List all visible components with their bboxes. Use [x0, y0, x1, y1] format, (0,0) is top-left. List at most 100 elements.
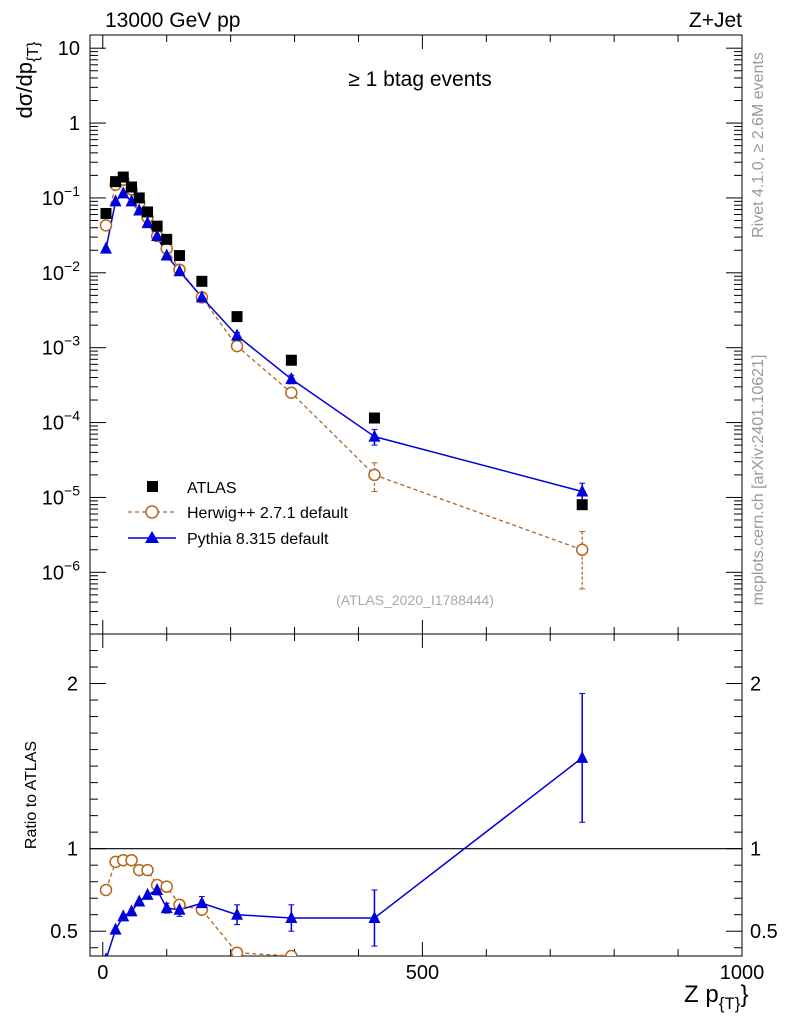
- rivet-version-label: Rivet 4.1.0, ≥ 2.6M events: [750, 52, 767, 238]
- pythia-ratio-line: [106, 757, 583, 956]
- pythia-point: [109, 194, 122, 207]
- ratio-tick-label-left: 0.5: [50, 921, 78, 943]
- header-energy-label: 13000 GeV pp: [105, 9, 240, 32]
- herwig-ratio-point: [141, 863, 154, 877]
- pythia-point: [160, 248, 173, 261]
- herwig-ratio-point: [230, 946, 244, 956]
- legend-pythia-label: Pythia 8.315 default: [187, 531, 329, 548]
- pythia-point: [285, 372, 298, 385]
- axes-ticks: 0 500 1000 10−6 10−5 10−4 10−3 10−2 10−1 1 10 0.5 0.…: [42, 35, 778, 984]
- atlas-point: [285, 354, 297, 366]
- atlas-point: [231, 311, 243, 323]
- plot-data: [99, 171, 589, 991]
- herwig-point: [285, 386, 298, 400]
- pythia-ratio-point: [231, 907, 244, 920]
- ratio-tick-label-left: 1: [67, 839, 78, 861]
- y-tick-label: 10−6: [42, 557, 80, 584]
- pythia-ratio-point: [195, 896, 208, 909]
- atlas-point: [126, 181, 138, 193]
- ratio-tick-label-right: 2: [750, 674, 761, 696]
- atlas-point: [133, 192, 145, 204]
- plot-title: ≥ 1 btag events: [348, 68, 491, 91]
- pythia-point: [117, 186, 130, 199]
- header-process-label: Z+Jet: [689, 9, 742, 32]
- pythia-ratio-point: [285, 911, 298, 924]
- main-y-axis-label-main: dσ/dp: [12, 62, 37, 118]
- main-panel-data: [99, 171, 589, 590]
- ratio-panel-data: [99, 692, 589, 991]
- pythia-ratio-point: [368, 911, 381, 924]
- herwig-point: [368, 468, 381, 482]
- atlas-point: [576, 499, 588, 511]
- pythia-ratio-point: [151, 882, 164, 895]
- legend-herwig-marker: [145, 505, 159, 519]
- y-tick-label: 10−3: [42, 333, 80, 360]
- pythia-ratio-point: [125, 904, 138, 917]
- pythia-point: [195, 290, 208, 303]
- atlas-point: [110, 176, 122, 188]
- herwig-point: [230, 339, 244, 353]
- pythia-point: [576, 484, 589, 497]
- herwig-ratio-point: [577, 967, 588, 978]
- pythia-point: [368, 429, 381, 442]
- ratio-tick-label-left: 2: [67, 674, 78, 696]
- atlas-point: [117, 171, 129, 183]
- pythia-ratio-point: [173, 902, 186, 915]
- analysis-label: (ATLAS_2020_I1788444): [336, 592, 494, 608]
- atlas-point: [161, 233, 173, 245]
- x-tick-label: 500: [406, 962, 439, 984]
- herwig-ratio-line: [105, 859, 294, 956]
- herwig-ratio-point: [369, 980, 380, 991]
- herwig-point: [575, 543, 589, 557]
- atlas-point: [142, 206, 154, 218]
- x-axis-label-brace: }: [740, 981, 748, 1008]
- pythia-ratio-point: [160, 901, 173, 914]
- legend-pythia-marker: [145, 531, 159, 543]
- atlas-point: [368, 412, 380, 424]
- pythia-ratio-point: [109, 922, 122, 935]
- atlas-point: [100, 207, 112, 219]
- y-tick-label: 10−4: [42, 408, 80, 435]
- pythia-point: [151, 229, 164, 242]
- pythia-ratio-point: [133, 894, 146, 907]
- legend-atlas-label: ATLAS: [187, 480, 237, 497]
- y-tick-label: 1: [69, 113, 80, 135]
- herwig-ratio-point: [99, 883, 113, 897]
- legend: ATLAS Herwig++ 2.7.1 default Pythia 8.31…: [128, 480, 349, 548]
- pythia-ratio-point: [141, 887, 154, 900]
- atlas-point: [173, 250, 185, 262]
- y-tick-label: 10−1: [42, 183, 80, 210]
- main-y-axis-label-sub: {T}: [25, 41, 42, 62]
- pythia-point: [173, 264, 186, 277]
- ratio-tick-label-right: 0.5: [750, 921, 778, 943]
- x-tick-label: 1000: [720, 962, 765, 984]
- herwig-ratio-point: [125, 853, 138, 867]
- x-axis-label: Z p{T}}: [684, 981, 748, 1013]
- ratio-y-axis-label: Ratio to ATLAS: [23, 741, 40, 849]
- y-tick-label: 10: [58, 38, 80, 60]
- pythia-point: [99, 241, 112, 254]
- ratio-tick-label-right: 1: [750, 839, 761, 861]
- atlas-point: [196, 275, 208, 287]
- herwig-point: [99, 219, 113, 232]
- legend-atlas-marker: [147, 481, 158, 492]
- legend-herwig-label: Herwig++ 2.7.1 default: [187, 505, 349, 522]
- x-axis-label-main: Z p: [684, 981, 719, 1008]
- pythia-ratio-point: [104, 952, 108, 956]
- x-axis-label-sub: {T}: [719, 994, 741, 1013]
- herwig-ratio-point: [160, 880, 173, 893]
- ratio-plot-frame: [89, 633, 743, 957]
- pythia-ratio-point: [117, 909, 130, 922]
- herwig-line: [105, 178, 583, 551]
- atlas-point: [151, 220, 163, 232]
- pythia-point: [141, 216, 154, 229]
- mcplots-label: mcplots.cern.ch [arXiv:2401.10621]: [750, 355, 767, 606]
- pythia-ratio-point: [576, 750, 589, 763]
- y-tick-label: 10−2: [42, 258, 80, 285]
- pythia-line: [105, 192, 583, 493]
- main-y-axis-label: dσ/dp{T}: [12, 41, 42, 119]
- herwig-ratio-point: [285, 949, 298, 956]
- y-tick-label: 10−5: [42, 482, 80, 509]
- x-tick-label: 0: [97, 962, 108, 984]
